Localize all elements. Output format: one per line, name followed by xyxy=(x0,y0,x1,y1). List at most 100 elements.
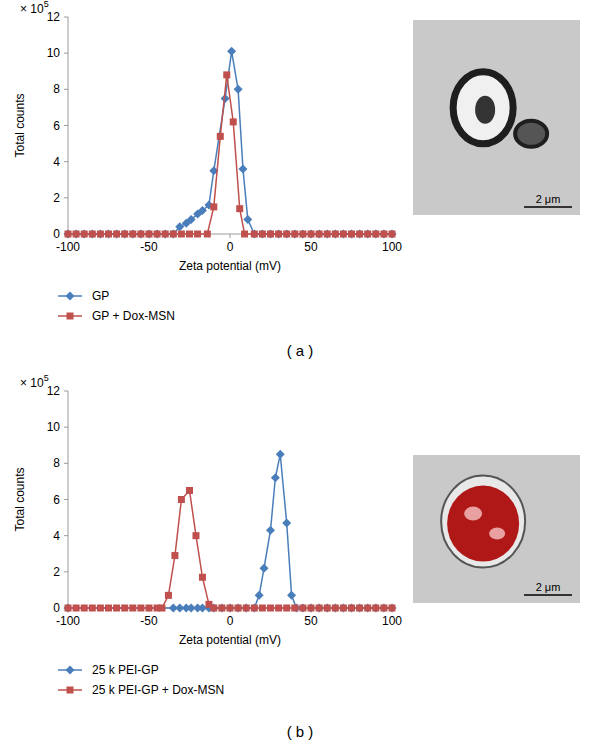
point xyxy=(88,230,97,239)
point xyxy=(113,605,120,612)
point xyxy=(223,71,230,78)
point xyxy=(64,230,73,239)
y-multiplier: × 105 xyxy=(20,0,49,16)
point xyxy=(121,231,128,238)
y-tick-label: 12 xyxy=(47,10,61,24)
point xyxy=(332,605,339,612)
point xyxy=(282,519,291,528)
point xyxy=(299,231,306,238)
point xyxy=(275,605,282,612)
y-tick xyxy=(64,463,68,464)
micrograph-background xyxy=(413,455,580,603)
point xyxy=(287,591,296,600)
y-tick xyxy=(64,535,68,536)
legend-label: GP + Dox-MSN xyxy=(92,309,175,323)
cell-spot xyxy=(489,528,505,540)
y-tick-label: 10 xyxy=(47,46,61,60)
point xyxy=(308,605,315,612)
point xyxy=(120,230,129,239)
point xyxy=(259,231,266,238)
x-tick-label: 100 xyxy=(382,614,402,628)
point xyxy=(266,526,275,535)
point xyxy=(204,231,211,238)
point xyxy=(331,604,340,613)
plot-area xyxy=(64,47,397,239)
y-tick xyxy=(64,499,68,500)
y-tick xyxy=(64,571,68,572)
point xyxy=(307,604,316,613)
point xyxy=(72,230,81,239)
plot-area xyxy=(64,450,397,613)
y-multiplier-text: × 10 xyxy=(20,376,44,390)
point xyxy=(165,592,172,599)
point xyxy=(158,605,165,612)
point xyxy=(363,230,372,239)
point xyxy=(235,605,242,612)
point xyxy=(170,231,177,238)
point xyxy=(379,604,388,613)
point xyxy=(243,605,250,612)
scale-bar xyxy=(524,206,572,208)
y-multiplier-text: × 10 xyxy=(20,2,44,16)
y-multiplier-exponent: 5 xyxy=(44,0,49,9)
point xyxy=(113,231,120,238)
y-tick-label: 0 xyxy=(53,601,60,615)
point xyxy=(186,487,193,494)
figure: 024681012-100-50050100Zeta potential (mV… xyxy=(0,0,600,749)
y-tick-label: 8 xyxy=(53,456,60,470)
point xyxy=(186,231,193,238)
point xyxy=(89,605,96,612)
legend-label: GP xyxy=(92,289,109,303)
point xyxy=(258,230,267,239)
point xyxy=(355,230,364,239)
point xyxy=(89,231,96,238)
y-axis-title: Total counts xyxy=(13,467,27,531)
scale-bar-label: 2 μm xyxy=(536,193,561,205)
panel-label: ( a ) xyxy=(287,342,314,359)
y-tick-label: 6 xyxy=(53,119,60,133)
point xyxy=(145,230,154,239)
point xyxy=(323,230,332,239)
point xyxy=(307,230,316,239)
point xyxy=(255,591,264,600)
y-tick xyxy=(64,197,68,198)
point xyxy=(275,231,282,238)
point xyxy=(347,604,356,613)
x-axis-title: Zeta potential (mV) xyxy=(179,633,281,647)
point xyxy=(316,605,323,612)
point xyxy=(97,605,104,612)
point xyxy=(236,205,243,212)
point xyxy=(348,605,355,612)
y-axis-title: Total counts xyxy=(13,93,27,157)
point xyxy=(348,231,355,238)
point xyxy=(251,605,258,612)
point xyxy=(153,230,162,239)
y-multiplier-exponent: 5 xyxy=(44,373,49,383)
point xyxy=(226,604,235,613)
point xyxy=(146,605,153,612)
point xyxy=(250,604,259,613)
series-line xyxy=(68,51,392,234)
point xyxy=(104,230,113,239)
y-tick xyxy=(64,161,68,162)
point xyxy=(364,231,371,238)
point xyxy=(388,604,397,613)
point xyxy=(283,605,290,612)
y-tick-label: 2 xyxy=(53,191,60,205)
point xyxy=(356,605,363,612)
y-tick xyxy=(64,53,68,54)
point xyxy=(267,231,274,238)
panel-label: ( b ) xyxy=(287,723,314,740)
point xyxy=(65,605,72,612)
y-tick xyxy=(64,89,68,90)
y-tick xyxy=(64,125,68,126)
point xyxy=(260,564,269,573)
point xyxy=(267,605,274,612)
cell xyxy=(453,72,513,144)
point xyxy=(230,118,237,125)
point xyxy=(250,230,259,239)
point xyxy=(129,605,136,612)
legend: 25 k PEI-GP25 k PEI-GP + Dox-MSN xyxy=(58,663,224,697)
legend-label: 25 k PEI-GP + Dox-MSN xyxy=(92,683,224,697)
cell xyxy=(441,476,525,568)
